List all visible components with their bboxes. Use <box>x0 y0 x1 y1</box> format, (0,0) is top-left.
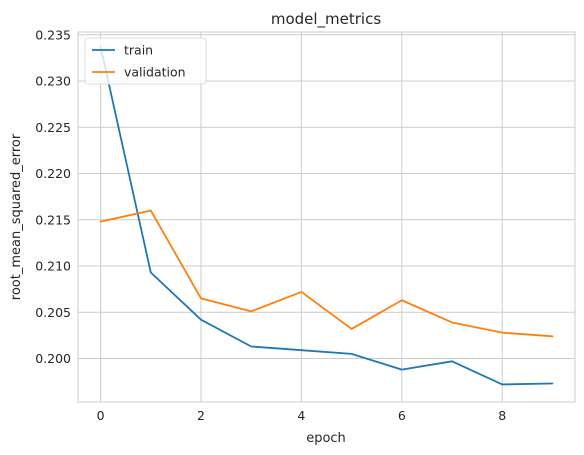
grid <box>78 32 575 402</box>
y-tick-label: 0.225 <box>35 120 71 135</box>
y-tick-labels: 0.200 0.205 0.210 0.215 0.220 0.225 0.230 0.235 <box>35 27 71 366</box>
series-line-validation <box>99 209 554 338</box>
x-tick-labels: 0 2 4 6 8 <box>97 408 507 423</box>
y-tick-label: 0.230 <box>35 74 71 89</box>
legend-label-validation: validation <box>124 65 186 80</box>
legend-box <box>84 37 207 85</box>
plot-area-frame <box>77 31 576 403</box>
series-group <box>99 45 554 386</box>
x-tick-label: 2 <box>197 408 205 423</box>
x-tick-label: 0 <box>97 408 105 423</box>
x-tick-label: 6 <box>398 408 406 423</box>
legend: train validation <box>84 37 207 85</box>
y-tick-label: 0.220 <box>35 166 71 181</box>
y-tick-label: 0.200 <box>35 351 71 366</box>
y-tick-label: 0.215 <box>35 212 71 227</box>
x-tick-label: 8 <box>498 408 506 423</box>
chart-title: model_metrics <box>271 10 382 29</box>
y-axis-label: root_mean_squared_error <box>9 133 24 300</box>
legend-label-train: train <box>124 43 153 58</box>
y-tick-label: 0.205 <box>35 305 71 320</box>
x-axis-label: epoch <box>306 431 346 446</box>
x-tick-label: 4 <box>297 408 305 423</box>
series-line-train <box>99 45 554 386</box>
y-tick-label: 0.235 <box>35 27 71 42</box>
y-tick-label: 0.210 <box>35 259 71 274</box>
